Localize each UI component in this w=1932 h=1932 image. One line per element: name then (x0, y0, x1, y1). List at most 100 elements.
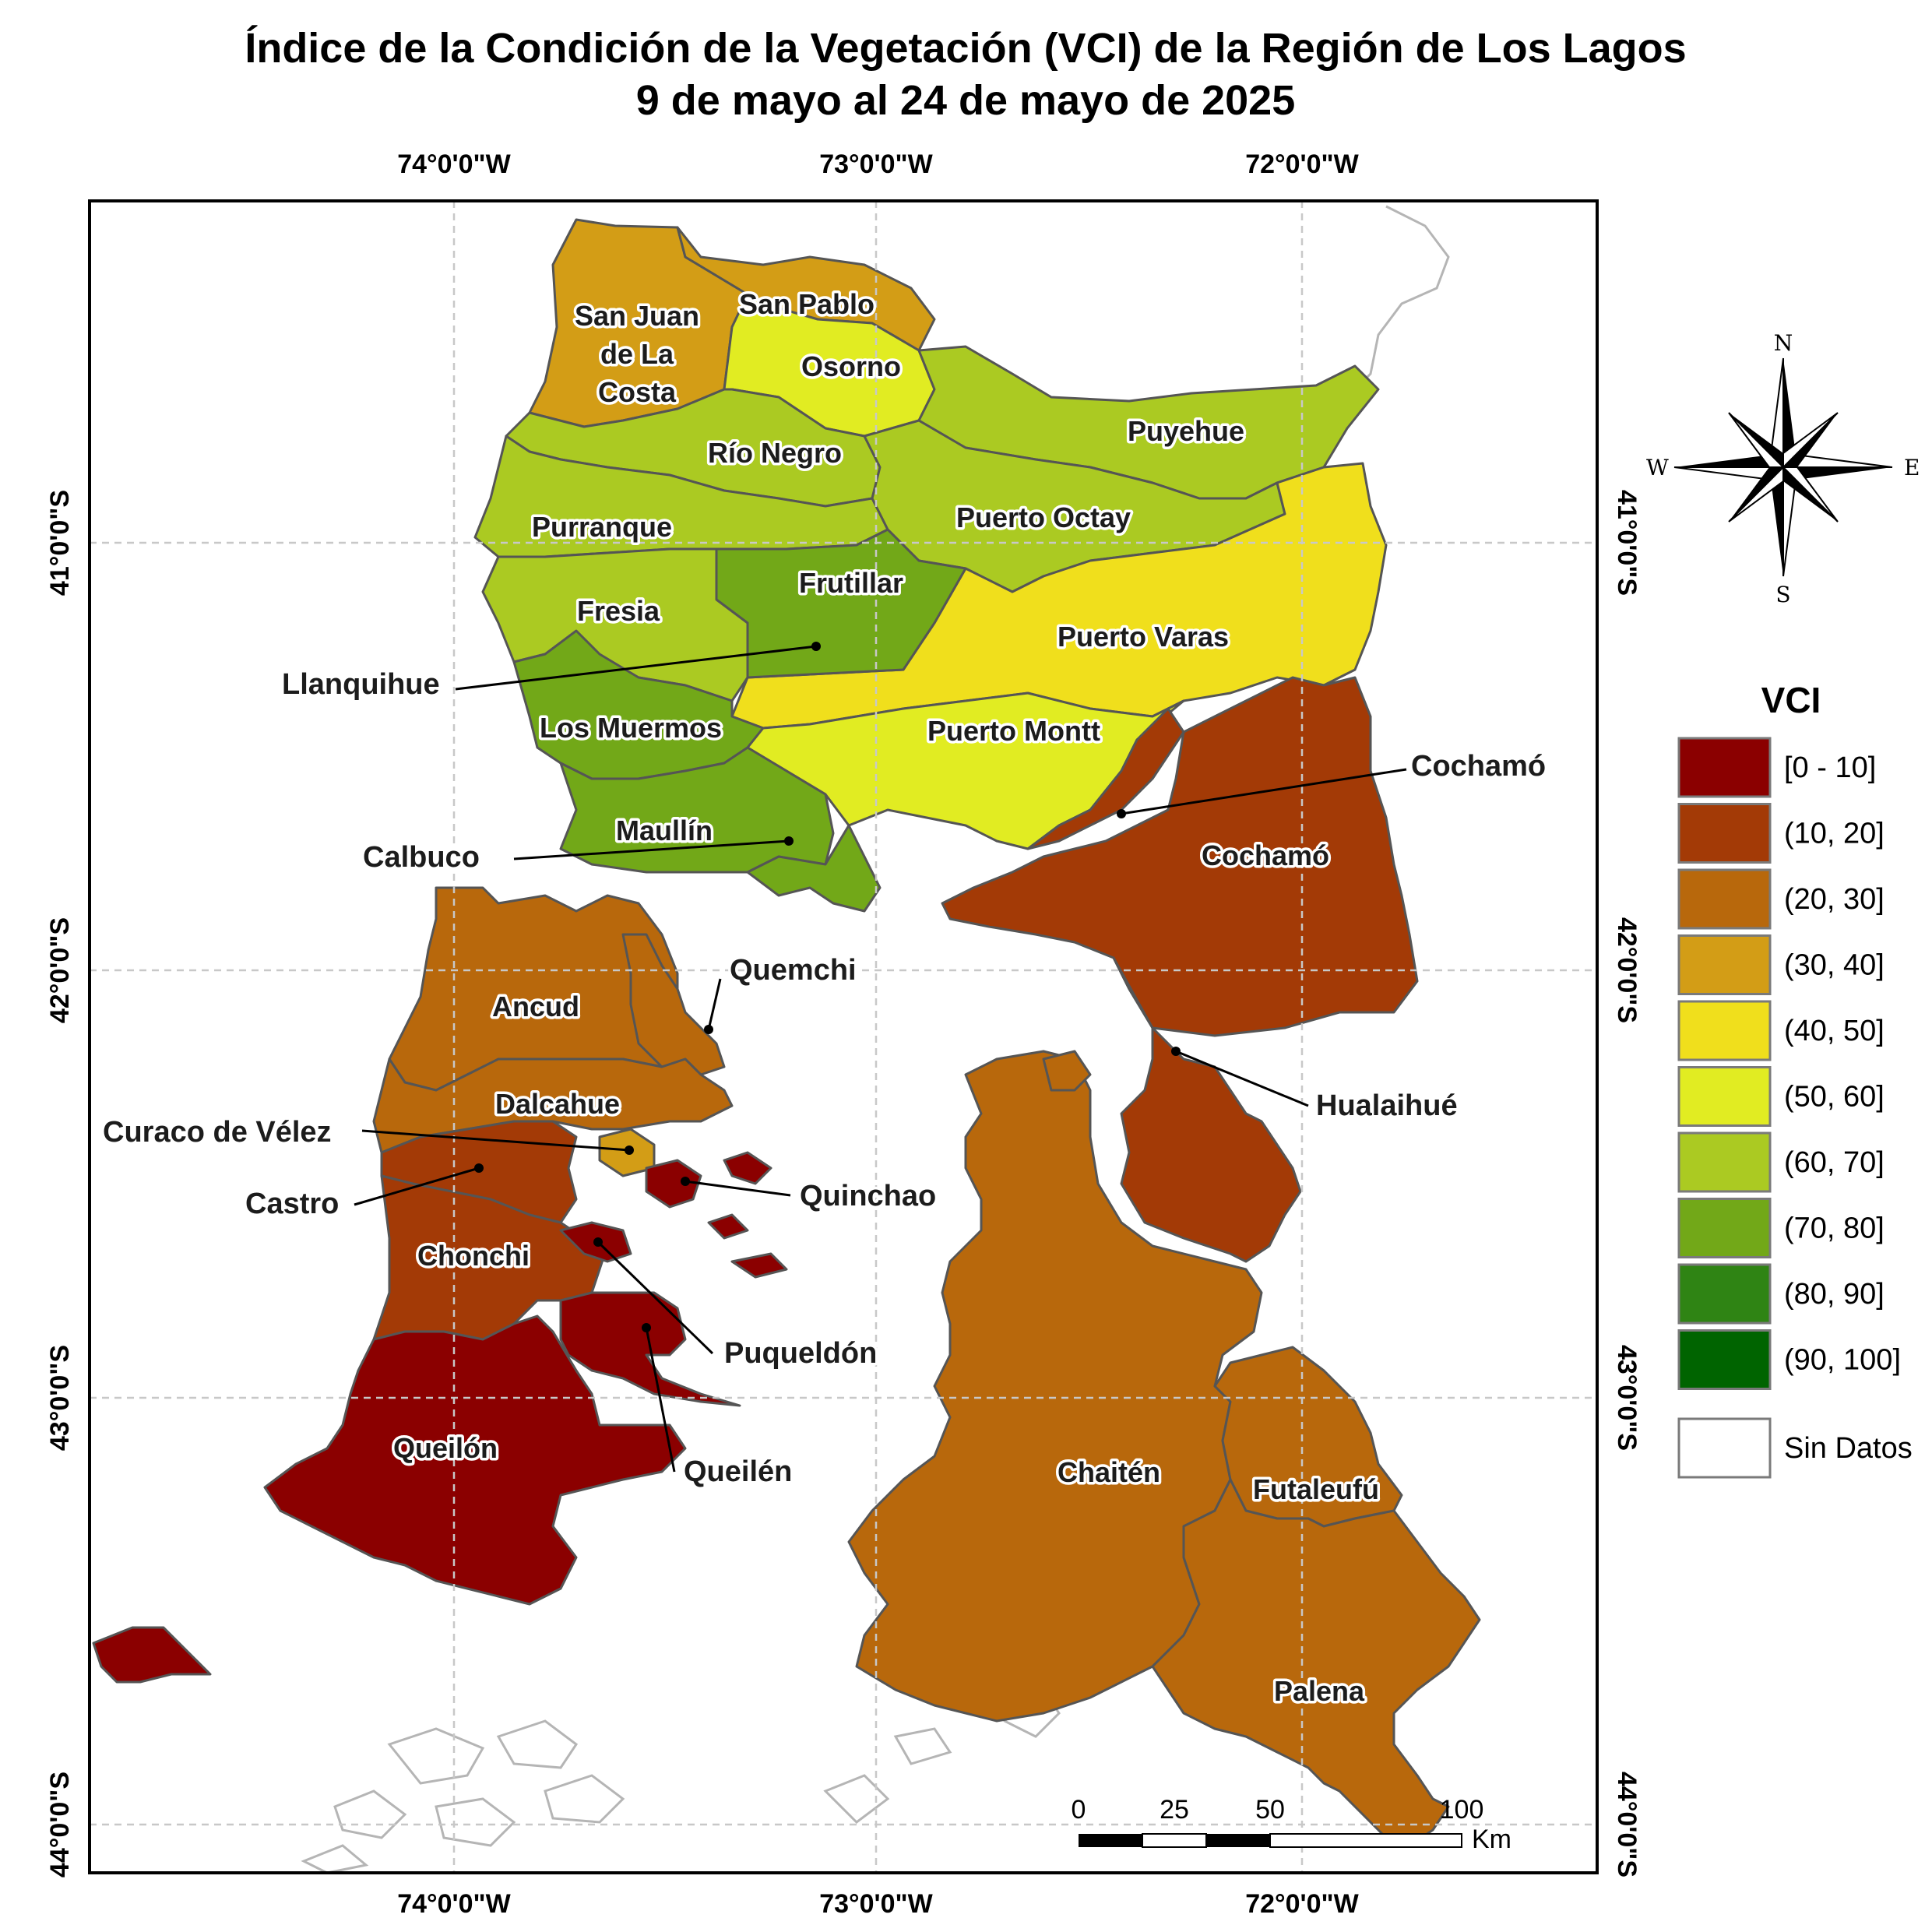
callout-llanquihue: Llanquihue (282, 668, 440, 701)
lat-right-44: 44°0'0"S (1612, 1772, 1642, 1877)
legend-label-9: (90, 100] (1784, 1344, 1901, 1377)
legend-label-0: [0 - 10] (1784, 751, 1876, 784)
label-san-juan-l3: Costa (598, 376, 677, 408)
label-puerto-octay: Puerto Octay (956, 501, 1131, 533)
label-san-pablo: San Pablo (739, 288, 875, 320)
lat-left-41: 41°0'0"S (45, 490, 75, 596)
label-ancud: Ancud (492, 991, 579, 1022)
lat-left-44: 44°0'0"S (45, 1772, 75, 1877)
lat-left-43: 43°0'0"S (45, 1345, 75, 1451)
legend-title: VCI (1761, 680, 1821, 720)
label-los-muermos: Los Muermos (540, 712, 722, 744)
scale-unit: Km (1472, 1825, 1511, 1854)
legend-label-1: (10, 20] (1784, 818, 1884, 850)
scale-tick-50: 50 (1255, 1795, 1285, 1825)
callout-leaders (354, 642, 1407, 1473)
scale-bar: 0 25 50 100 Km (1072, 1795, 1511, 1854)
graticule (90, 201, 1597, 1873)
compass-s: S (1775, 582, 1790, 607)
compass-w: W (1646, 455, 1669, 480)
scale-tick-25: 25 (1160, 1795, 1189, 1825)
label-puerto-varas: Puerto Varas (1057, 621, 1229, 653)
callout-calbuco: Calbuco (363, 841, 480, 874)
compass-star-icon (1673, 357, 1893, 577)
label-futaleufu: Futaleufú (1253, 1473, 1379, 1505)
lat-left-42: 42°0'0"S (45, 917, 75, 1023)
legend-swatch-8 (1677, 1263, 1772, 1325)
legend-label-7: (70, 80] (1784, 1212, 1884, 1245)
label-san-juan-l1: San Juan (575, 300, 699, 332)
lon-top-73: 73°0'0"W (819, 150, 933, 179)
label-puyehue: Puyehue (1128, 415, 1244, 447)
outside-region-coastline (301, 205, 1450, 1874)
callout-quemchi: Quemchi (730, 954, 857, 987)
lat-right-41: 41°0'0"S (1612, 490, 1642, 596)
compass-e: E (1904, 455, 1920, 480)
label-maullin: Maullín (616, 815, 713, 846)
commune-maullin[interactable] (559, 746, 835, 874)
lon-bottom-73: 73°0'0"W (819, 1889, 933, 1919)
legend-label-5: (50, 60] (1784, 1081, 1884, 1114)
legend-swatch-7 (1677, 1198, 1772, 1258)
label-purranque: Purranque (532, 511, 672, 543)
legend-label-2: (20, 30] (1784, 883, 1884, 916)
scale-tick-100: 100 (1440, 1795, 1484, 1825)
callout-curaco-de-velez: Curaco de Vélez (103, 1116, 332, 1149)
lon-bottom-74: 74°0'0"W (397, 1889, 511, 1919)
legend-items: [0 - 10] (10, 20] (20, 30] (30, 40] (40, 50]… (1677, 737, 1901, 1390)
label-fresia: Fresia (577, 595, 660, 627)
legend-label-8: (80, 90] (1784, 1278, 1884, 1311)
commune-palena[interactable] (1151, 1478, 1481, 1847)
legend-swatch-3 (1677, 934, 1772, 995)
lon-bottom-72: 72°0'0"W (1245, 1889, 1359, 1919)
map-title-line2: 9 de mayo al 24 de mayo de 2025 (636, 77, 1295, 124)
map-frame: San Juan de La Costa San Pablo Osorno Pu… (88, 199, 1599, 1874)
north-arrow-compass-rose: N S E W (1646, 330, 1920, 607)
label-chaiten: Chaitén (1057, 1456, 1160, 1488)
compass-n: N (1774, 330, 1793, 356)
legend-label-4: (40, 50] (1784, 1015, 1884, 1047)
callout-queilen: Queilén (684, 1455, 792, 1488)
commune-cochamo[interactable] (941, 676, 1419, 1037)
legend-swatch-9 (1677, 1329, 1772, 1390)
legend-swatch-1 (1677, 803, 1772, 864)
commune-chaiten[interactable] (847, 1050, 1263, 1723)
callout-labels: Llanquihue Calbuco Cochamó Quemchi Curac… (100, 666, 1549, 1491)
legend-swatch-5 (1677, 1066, 1772, 1127)
scale-tick-0: 0 (1072, 1795, 1086, 1825)
map-title-line1: Índice de la Condición de la Vegetación … (245, 25, 1686, 72)
callout-puqueldon: Puqueldón (724, 1337, 877, 1370)
legend-swatch-6 (1677, 1131, 1772, 1193)
label-puerto-montt: Puerto Montt (927, 715, 1100, 747)
label-osorno: Osorno (801, 350, 901, 382)
longitude-labels: 74°0'0"W 73°0'0"W 72°0'0"W 74°0'0"W 73°0… (397, 150, 1359, 1919)
latitude-labels: 41°0'0"S 42°0'0"S 43°0'0"S 44°0'0"S 41°0… (45, 490, 1642, 1877)
label-cochamo: Cochamó (1202, 839, 1329, 871)
legend-swatch-4 (1677, 1000, 1772, 1061)
callout-hualaihue: Hualaihué (1316, 1089, 1458, 1122)
label-quellon: Queilón (393, 1432, 498, 1464)
label-frutillar: Frutillar (799, 567, 903, 599)
lon-top-72: 72°0'0"W (1245, 150, 1359, 179)
legend-swatch-0 (1677, 737, 1772, 798)
lat-right-43: 43°0'0"S (1612, 1345, 1642, 1451)
callout-castro: Castro (245, 1188, 339, 1220)
callout-cochamo: Cochamó (1411, 750, 1546, 783)
commune-quemchi[interactable] (621, 933, 726, 1076)
commune-quellon[interactable] (263, 1314, 687, 1606)
label-san-juan-l2: de La (600, 338, 674, 370)
label-palena: Palena (1274, 1675, 1365, 1707)
legend-label-sin-datos: Sin Datos (1784, 1432, 1913, 1465)
lon-top-74: 74°0'0"W (397, 150, 511, 179)
commune-labels: San Juan de La Costa San Pablo Osorno Pu… (391, 286, 1382, 1710)
commune-quellon-islet[interactable] (92, 1626, 212, 1684)
label-chonchi: Chonchi (417, 1240, 530, 1272)
commune-chaiten-islet[interactable] (1042, 1050, 1092, 1092)
commune-calbuco[interactable] (746, 824, 882, 913)
label-rio-negro: Río Negro (708, 437, 842, 469)
province-osorno (473, 218, 1380, 593)
legend-swatch-sin-datos (1677, 1417, 1772, 1479)
label-dalcahue: Dalcahue (495, 1088, 620, 1120)
legend-swatch-2 (1677, 868, 1772, 930)
